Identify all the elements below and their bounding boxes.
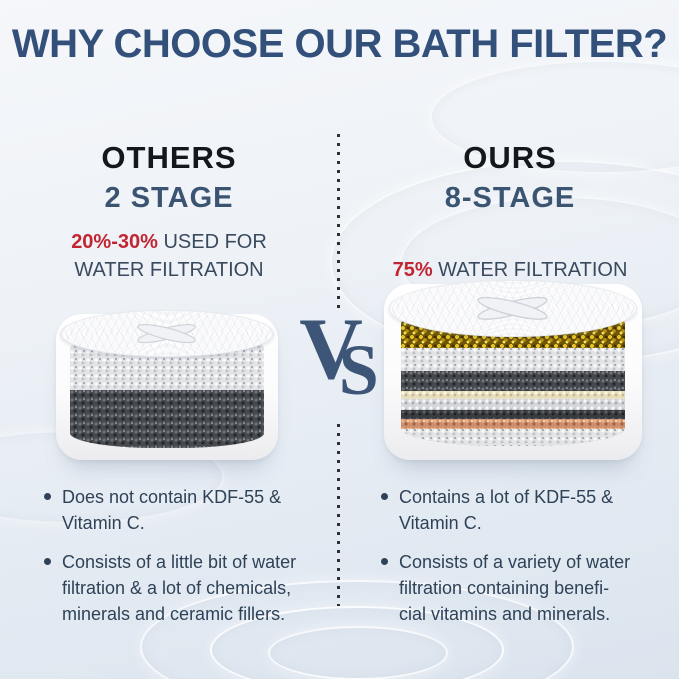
benefit-text: Does not contain KDF-55 & Vitamin C. — [62, 487, 282, 533]
benefit-text: Consists of a little bit of water filtra… — [62, 552, 297, 624]
filter-layer-dark-gray-granules — [400, 410, 626, 419]
ours-stat-1-text: WATER FILTRATION — [432, 259, 628, 281]
ours-benefit-list: Contains a lot of KDF-55 & Vitamin C. Con… — [381, 484, 669, 640]
filter-layer-white-granules-bottom — [400, 428, 626, 446]
bullet-dot — [381, 558, 388, 565]
others-stat-highlight: 20%-30% — [71, 231, 158, 253]
filter-layer-charcoal-granules — [70, 389, 264, 449]
benefit-item: Consists of a variety of water filtratio… — [381, 549, 669, 627]
filter-vent-icon — [137, 324, 197, 344]
filter-layer-copper-granules — [400, 419, 626, 429]
ours-stat-line-1: 75% WATER FILTRATION — [369, 256, 651, 284]
filter-layer-cream-granules — [400, 390, 626, 400]
bullet-dot — [381, 493, 388, 500]
filter-lid — [60, 310, 274, 358]
filter-layer-white-granules — [400, 348, 626, 372]
dotted-divider-top — [337, 134, 340, 310]
ours-heading: OURS — [463, 140, 557, 175]
others-stage-label: 2 STAGE — [104, 182, 234, 214]
bullet-dot — [44, 558, 51, 565]
ours-filter-cutaway — [400, 317, 626, 446]
page-title: WHY CHOOSE OUR BATH FILTER? — [11, 22, 668, 66]
benefit-text: Contains a lot of KDF-55 & Vitamin C. — [399, 487, 614, 533]
filter-vent-icon — [477, 296, 549, 320]
benefit-item: Does not contain KDF-55 & Vitamin C. — [44, 484, 332, 536]
ours-stage-label: 8-STAGE — [444, 182, 576, 214]
vs-letter-v: V — [299, 301, 363, 398]
others-heading: OTHERS — [101, 140, 237, 175]
others-filter-cutaway — [70, 341, 264, 449]
ours-stat-1-highlight: 75% — [392, 259, 433, 281]
filter-lid — [389, 280, 637, 337]
vs-badge: VS — [294, 301, 384, 407]
filter-layer-light-gray-granules — [400, 399, 626, 411]
others-stat-text: USED FOR WATER FILTRATION — [74, 231, 267, 281]
others-benefit-list: Does not contain KDF-55 & Vitamin C. Cons… — [44, 484, 332, 640]
benefit-item: Contains a lot of KDF-55 & Vitamin C. — [381, 484, 669, 536]
others-column-header: OTHERS 2 STAGE 20%-30% USED FOR WATER FI… — [28, 140, 310, 284]
dotted-divider-bottom — [337, 424, 340, 606]
vs-letter-s: S — [338, 330, 379, 410]
benefit-text: Consists of a variety of water filtratio… — [399, 552, 631, 624]
bullet-dot — [44, 493, 51, 500]
others-filter-image — [56, 310, 278, 460]
ours-filter-image — [384, 280, 642, 460]
others-stat-line: 20%-30% USED FOR WATER FILTRATION — [28, 228, 310, 284]
filter-layer-charcoal-granules — [400, 371, 626, 391]
benefit-item: Consists of a little bit of water filtra… — [44, 549, 332, 627]
